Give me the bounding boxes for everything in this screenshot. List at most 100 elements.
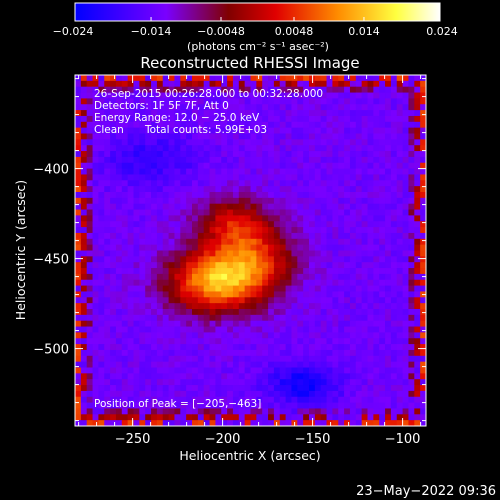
heatmap-cell: [332, 227, 339, 234]
heatmap-cell: [168, 80, 175, 88]
heatmap-cell: [86, 250, 93, 257]
heatmap-cell: [385, 408, 392, 415]
heatmap-cell: [268, 396, 275, 403]
heatmap-cell: [355, 309, 363, 316]
heatmap-cell: [133, 408, 140, 415]
heatmap-cell: [238, 238, 246, 246]
heatmap-cell: [162, 104, 169, 111]
heatmap-cell: [180, 349, 187, 357]
heatmap-cell: [121, 156, 129, 164]
heatmap-cell: [121, 262, 129, 269]
heatmap-cell: [203, 367, 210, 374]
heatmap-cell: [121, 414, 129, 421]
heatmap-cell: [250, 250, 257, 257]
heatmap-cell: [151, 162, 158, 169]
heatmap-cell: [338, 256, 345, 263]
heatmap-cell: [232, 75, 240, 82]
heatmap-cell: [221, 209, 228, 216]
heatmap-cell: [390, 256, 398, 263]
heatmap-cell: [338, 279, 345, 286]
heatmap-cell: [168, 268, 175, 275]
heatmap-cell: [361, 285, 368, 292]
heatmap-cell: [192, 92, 199, 99]
heatmap-cell: [110, 168, 117, 175]
heatmap-cell: [414, 92, 421, 99]
heatmap-cell: [197, 110, 205, 117]
heatmap-cell: [209, 297, 216, 304]
heatmap-cell: [309, 390, 316, 398]
heatmap-cell: [303, 209, 310, 216]
heatmap-cell: [320, 396, 327, 403]
heatmap-cell: [309, 92, 316, 99]
heatmap-cell: [367, 168, 374, 175]
heatmap-cell: [215, 186, 222, 193]
heatmap-cell: [390, 127, 398, 134]
heatmap-cell: [127, 197, 134, 205]
heatmap-cell: [215, 127, 222, 134]
heatmap-cell: [192, 408, 199, 415]
heatmap-cell: [75, 174, 82, 181]
heatmap-cell: [115, 115, 123, 123]
heatmap-cell: [186, 414, 193, 421]
heatmap-cell: [244, 227, 251, 234]
heatmap-cell: [238, 244, 246, 251]
heatmap-cell: [390, 192, 398, 199]
heatmap-cell: [420, 385, 427, 392]
heatmap-cell: [203, 379, 210, 386]
heatmap-cell: [221, 373, 228, 380]
heatmap-cell: [197, 75, 205, 82]
heatmap-cell: [133, 344, 140, 351]
heatmap-cell: [385, 110, 392, 117]
heatmap-cell: [349, 209, 357, 216]
heatmap-cell: [355, 279, 363, 286]
heatmap-cell: [145, 180, 152, 187]
heatmap-cell: [338, 361, 345, 368]
heatmap-cell: [314, 279, 322, 286]
heatmap-cell: [151, 396, 158, 403]
heatmap-cell: [115, 396, 123, 403]
heatmap-cell: [227, 285, 234, 292]
heatmap-cell: [262, 104, 269, 111]
heatmap-cell: [238, 349, 246, 357]
heatmap-cell: [145, 402, 152, 409]
heatmap-cell: [326, 361, 333, 368]
heatmap-cell: [390, 273, 398, 281]
heatmap-cell: [268, 285, 275, 292]
heatmap-cell: [215, 232, 222, 240]
heatmap-cell: [268, 349, 275, 357]
heatmap-cell: [291, 121, 298, 129]
heatmap-cell: [314, 232, 322, 240]
heatmap-cell: [420, 326, 427, 333]
heatmap-cell: [238, 104, 246, 111]
heatmap-cell: [367, 98, 374, 105]
heatmap-cell: [320, 320, 327, 327]
heatmap-cell: [209, 104, 216, 111]
heatmap-cell: [92, 192, 99, 199]
heatmap-cell: [174, 250, 181, 257]
heatmap-cell: [127, 227, 134, 234]
heatmap-cell: [80, 115, 88, 123]
heatmap-cell: [379, 361, 386, 368]
heatmap-cell: [390, 373, 398, 380]
heatmap-cell: [98, 221, 105, 228]
heatmap-cell: [145, 145, 152, 152]
heatmap-cell: [110, 133, 117, 140]
heatmap-cell: [396, 338, 403, 345]
heatmap-cell: [238, 98, 246, 105]
heatmap-cell: [192, 197, 199, 205]
heatmap-cell: [180, 133, 187, 140]
heatmap-cell: [110, 244, 117, 251]
heatmap-cell: [238, 180, 246, 187]
heatmap-cell: [273, 309, 281, 316]
heatmap-cell: [373, 420, 380, 427]
heatmap-cell: [338, 98, 345, 105]
heatmap-cell: [98, 314, 105, 322]
heatmap-cell: [75, 344, 82, 351]
heatmap-cell: [244, 162, 251, 169]
heatmap-cell: [121, 408, 129, 415]
heatmap-cell: [402, 402, 409, 409]
heatmap-cell: [221, 174, 228, 181]
heatmap-cell: [215, 192, 222, 199]
heatmap-cell: [355, 98, 363, 105]
heatmap-cell: [262, 408, 269, 415]
